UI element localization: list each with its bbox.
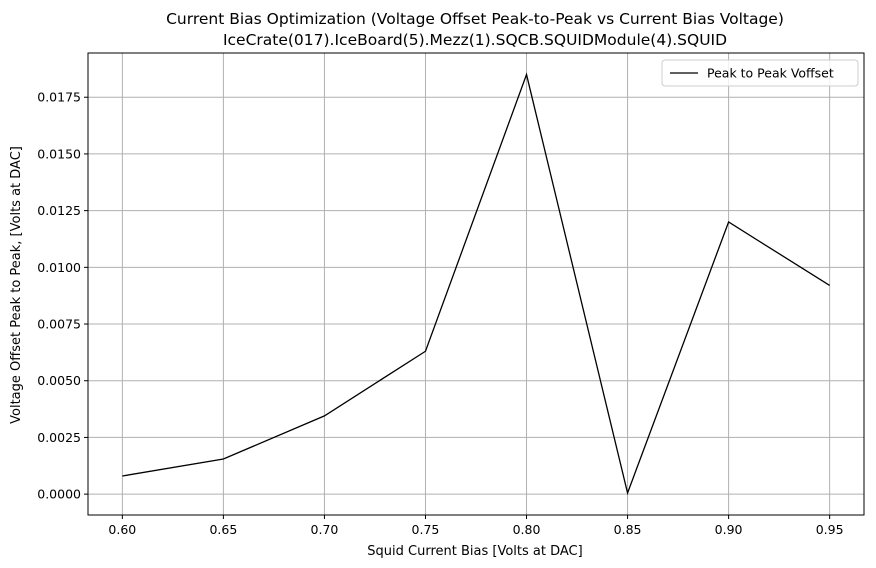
x-tick-label: 0.80 xyxy=(513,522,541,537)
x-tick-label: 0.65 xyxy=(209,522,237,537)
x-tick-label: 0.95 xyxy=(816,522,844,537)
y-tick-label: 0.0050 xyxy=(37,373,81,388)
y-tick-label: 0.0075 xyxy=(37,317,81,332)
x-tick-label: 0.85 xyxy=(614,522,642,537)
chart-title: Current Bias Optimization (Voltage Offse… xyxy=(166,10,784,28)
y-tick-label: 0.0025 xyxy=(37,430,81,445)
y-tick-label: 0.0175 xyxy=(37,90,81,105)
y-axis-label: Voltage Offset Peak to Peak, [Volts at D… xyxy=(9,146,24,424)
x-tick-label: 0.70 xyxy=(311,522,339,537)
plot-frame xyxy=(87,52,865,516)
grid xyxy=(88,53,864,515)
y-tick-label: 0.0100 xyxy=(37,260,81,275)
series-line xyxy=(122,72,830,496)
y-tick-label: 0.0000 xyxy=(37,487,81,502)
y-axis: 0.0000 0.0025 0.0050 0.0075 0.0100 0.0125 0.01… xyxy=(37,90,88,502)
x-axis-label: Squid Current Bias [Volts at DAC] xyxy=(367,544,582,559)
x-axis: 0.60 0.65 0.70 0.75 0.80 0.85 0.90 0.95 xyxy=(108,515,844,537)
legend-box xyxy=(661,59,859,87)
y-tick-label: 0.0125 xyxy=(37,203,81,218)
chart-subtitle: IceCrate(017).IceBoard(5).Mezz(1).SQCB.S… xyxy=(223,31,727,49)
x-tick-label: 0.60 xyxy=(108,522,136,537)
legend-entry: Peak to Peak Voffset xyxy=(707,66,834,81)
y-tick-label: 0.0150 xyxy=(37,146,81,161)
x-tick-label: 0.90 xyxy=(715,522,743,537)
series-layer xyxy=(122,72,830,496)
legend: Peak to Peak Voffset xyxy=(661,59,859,87)
x-tick-label: 0.75 xyxy=(412,522,440,537)
